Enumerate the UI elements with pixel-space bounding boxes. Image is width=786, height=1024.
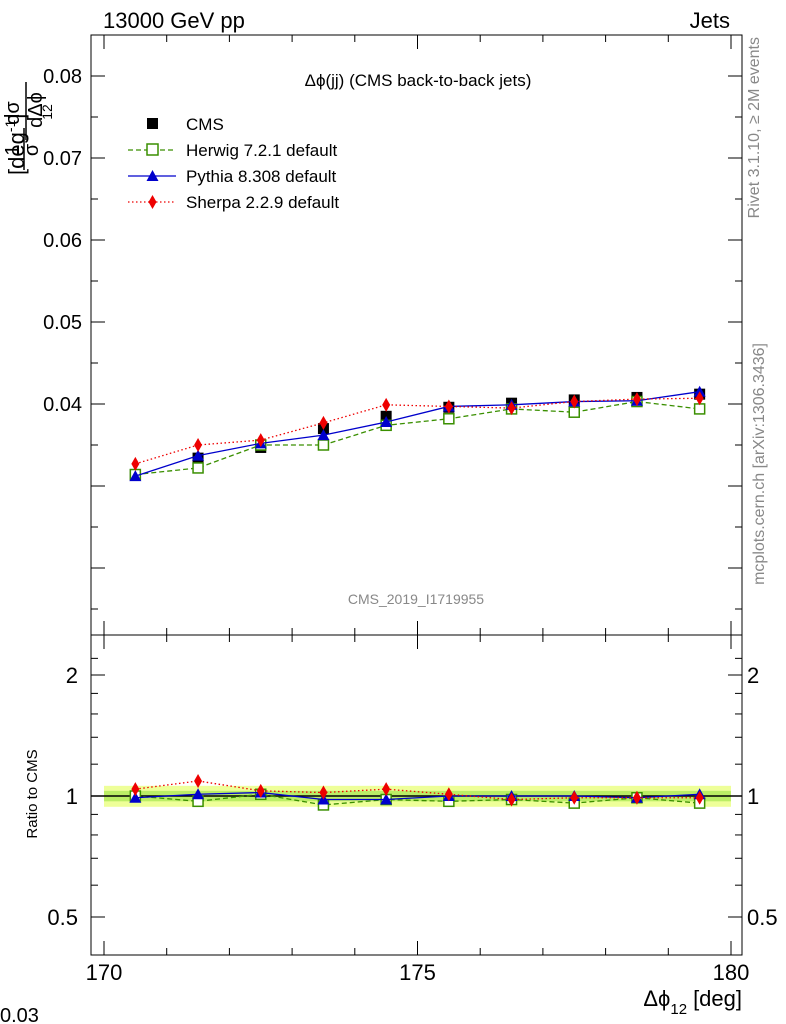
analysis-watermark: CMS_2019_I1719955 xyxy=(348,591,484,607)
ratio-herwig-line xyxy=(135,793,700,806)
legend-marker-sherpa xyxy=(148,195,157,209)
legend-item-pythia: Pythia 8.308 default xyxy=(128,167,337,186)
xlabel: Δϕ12 [deg] xyxy=(643,986,742,1018)
legend-label-pythia: Pythia 8.308 default xyxy=(186,167,337,186)
main-sherpa-point-5 xyxy=(444,399,453,414)
ratio-pythia-line xyxy=(135,791,700,801)
xtick-label-1: 175 xyxy=(399,960,436,985)
plot-marks: 0.04 0.05 0.06 0.07 0.08 0.5 0.5 1 1 2 2 170 175 180 xyxy=(43,35,778,985)
ratio-pythia-point-1 xyxy=(192,788,205,800)
ratio-sherpa-line xyxy=(135,780,700,801)
ylabel-den: σ xyxy=(21,143,43,156)
ratio-sherpa-point-7 xyxy=(570,790,579,805)
ratio-sherpa-point-3 xyxy=(319,785,328,800)
ylabel-dden: dΔϕ xyxy=(25,92,47,128)
main-ytick-label-4: 0.08 xyxy=(43,66,82,88)
main-sherpa-point-7 xyxy=(570,394,579,409)
main-ylabel: [deg-1] xyxy=(2,114,29,175)
main-herwig-point-9 xyxy=(693,403,706,415)
ratio-pythia-point-4 xyxy=(380,793,393,805)
main-ytick-label-3: 0.07 xyxy=(43,148,82,170)
ratio-ytick-label-0: 0.5 xyxy=(47,905,78,930)
main-pythia-point-9 xyxy=(693,385,706,397)
legend: CMS Herwig 7.2.1 default Pythia 8.308 de… xyxy=(128,115,339,212)
mcplots-label: mcplots.cern.ch [arXiv:1306.3436] xyxy=(751,343,768,585)
legend-marker-pythia xyxy=(146,170,159,181)
main-sherpa-point-8 xyxy=(632,392,641,407)
main-pythia-line xyxy=(135,391,700,477)
ratio-sherpa-point-4 xyxy=(382,782,391,797)
stray-label: 0.03 xyxy=(0,1005,39,1024)
ratio-sherpa-point-0 xyxy=(131,782,140,797)
ylabel-num: 1 xyxy=(2,144,24,155)
legend-marker-cms xyxy=(147,118,158,129)
legend-label-herwig: Herwig 7.2.1 default xyxy=(186,141,337,160)
ylabel-dnum: dσ xyxy=(2,101,24,125)
main-pythia-point-1 xyxy=(192,449,205,461)
ratio-ytick-label-right-0: 0.5 xyxy=(747,905,778,930)
plot-title: Δϕ(jj) (CMS back-to-back jets) xyxy=(305,71,532,90)
main-sherpa-point-4 xyxy=(382,397,391,412)
main-sherpa-point-3 xyxy=(319,415,328,430)
main-ytick-label-2: 0.06 xyxy=(43,230,82,252)
ratio-sherpa-point-2 xyxy=(256,783,265,798)
main-pythia-point-4 xyxy=(380,416,393,428)
xtick-label-2: 180 xyxy=(713,960,750,985)
ylabel-sub: 12 xyxy=(39,104,55,120)
main-herwig-point-5 xyxy=(443,413,455,425)
ratio-sherpa-point-8 xyxy=(632,790,641,805)
main-sherpa-point-9 xyxy=(695,391,704,406)
ratio-ylabel: Ratio to CMS xyxy=(24,749,41,838)
ratio-pythia-point-0 xyxy=(129,791,142,803)
ratio-plot-frame xyxy=(90,634,743,956)
main-sherpa-point-6 xyxy=(507,401,516,416)
main-ytick-label-0: 0.04 xyxy=(43,394,82,416)
main-pythia-point-3 xyxy=(317,429,330,441)
header-right: Jets xyxy=(690,8,730,33)
legend-marker-herwig xyxy=(146,143,159,156)
main-ytick-label-1: 0.05 xyxy=(43,312,82,334)
legend-label-cms: CMS xyxy=(186,115,224,134)
main-herwig-point-3 xyxy=(317,439,330,451)
ratio-ytick-label-1: 1 xyxy=(66,784,78,809)
ratio-ytick-label-2: 2 xyxy=(66,663,78,688)
ratio-sherpa-point-6 xyxy=(507,792,516,807)
main-herwig-point-1 xyxy=(192,462,204,474)
legend-item-sherpa: Sherpa 2.2.9 default xyxy=(128,193,339,212)
legend-item-herwig: Herwig 7.2.1 default xyxy=(128,141,337,160)
legend-label-sherpa: Sherpa 2.2.9 default xyxy=(186,193,339,212)
ratio-sherpa-point-5 xyxy=(444,787,453,802)
main-herwig-line xyxy=(135,400,700,476)
main-herwig-point-7 xyxy=(568,406,580,418)
legend-item-cms: CMS xyxy=(147,115,224,134)
ratio-ytick-label-right-1: 1 xyxy=(747,784,759,809)
main-pythia-point-0 xyxy=(129,470,142,482)
xtick-label-0: 170 xyxy=(86,960,123,985)
rivet-label: Rivet 3.1.10, ≥ 2M events xyxy=(746,37,763,218)
main-sherpa-point-1 xyxy=(194,438,203,452)
header-left: 13000 GeV pp xyxy=(103,8,245,33)
ylabel-fraction: 1 σ dσ dΔϕ 12 xyxy=(2,82,55,170)
main-sherpa-line xyxy=(135,397,700,465)
ratio-sherpa-point-1 xyxy=(194,773,203,788)
ratio-ytick-label-right-2: 2 xyxy=(747,663,759,688)
main-sherpa-point-2 xyxy=(256,433,265,448)
main-sherpa-point-0 xyxy=(131,456,140,471)
ylabel-unit: [deg-1] xyxy=(2,114,29,175)
ratio-sherpa-point-9 xyxy=(695,790,704,805)
